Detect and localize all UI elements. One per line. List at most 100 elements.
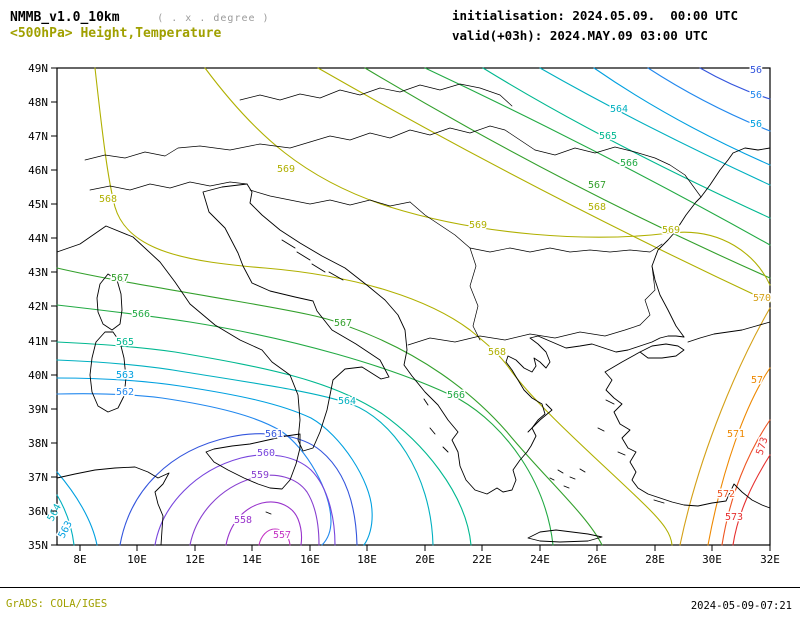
contour-label: 573 [755,436,771,457]
coastline-corsica [96,273,123,331]
contour-label: 568 [488,347,506,358]
lat-label: 44N [28,232,48,245]
coastline-turkey-north [687,321,771,343]
lat-label: 46N [28,164,48,177]
border-path [84,141,311,161]
contour-line [258,528,291,546]
border-path [407,324,641,346]
contour-line [56,377,373,546]
map-frame [56,67,771,546]
contour-label: 57 [751,375,763,386]
contour-line [699,67,771,100]
lat-label: 36N [28,505,48,518]
contour-label: 566 [447,390,465,401]
plot-timestamp: 2024-05-09-07:21 [690,600,792,612]
contour-label: 558 [234,515,252,526]
contour-label: 56 [750,65,762,76]
contour-label: 565 [116,337,134,348]
contour-label: 567 [111,273,129,284]
footer-divider [0,587,800,588]
contour-label: 562 [116,387,134,398]
contour-line [424,67,771,246]
coastline-euboea [527,403,553,433]
contour-label: 564 [46,502,64,523]
contour-label: 571 [727,429,745,440]
lat-label: 40N [28,369,48,382]
coastline-turkey-west [604,351,771,509]
lon-label: 20E [415,553,435,566]
contour-line [119,433,358,546]
lon-label: 30E [702,553,722,566]
lon-label: 32E [760,553,780,566]
grads-credit: GrADS: COLA/IGES [6,598,108,610]
contour-label: 561 [265,429,283,440]
header-left: NMMB_v1.0_10km ( . x . degree ) [10,6,270,25]
lon-label: 8E [73,553,86,566]
contour-label: 568 [588,202,606,213]
lat-label: 43N [28,266,48,279]
coastline-sicily [205,433,301,490]
borders-layer [84,83,702,346]
contour-label: 566 [132,309,150,320]
border-path [534,146,702,198]
lat-label: 35N [28,539,48,552]
contour-label: 560 [257,448,275,459]
lon-label: 26E [587,553,607,566]
valid-time: valid(+03h): 2024.MAY.09 03:00 UTC [452,28,708,43]
lon-label: 10E [127,553,147,566]
contour-line [482,67,771,219]
contour-label: 567 [334,318,352,329]
border-path [469,247,481,341]
coastline-italy [56,183,390,452]
contour-label: 569 [469,220,487,231]
contour-line [647,67,771,132]
border-path [249,189,411,207]
contour-label: 56 [750,90,762,101]
contour-label: 563 [116,370,134,381]
contour-label: 572 [717,489,735,500]
contour-label: 568 [99,194,117,205]
coastline-blacksea-west [651,147,771,338]
lat-label: 37N [28,471,48,484]
init-time: initialisation: 2024.05.09. 00:00 UTC [452,8,738,23]
contour-line [56,267,603,546]
border-path [239,83,513,107]
lat-label: 42N [28,300,48,313]
contour-label: 566 [620,158,638,169]
contour-label: 563 [57,519,75,540]
coastline-marmara [639,343,685,359]
lat-label: 38N [28,437,48,450]
contour-line [364,67,771,279]
coastline-crete [527,529,603,543]
lat-label: 49N [28,62,48,75]
lon-label: 24E [530,553,550,566]
model-name: NMMB_v1.0_10km [10,10,120,25]
contour-line [593,67,771,166]
contour-line [204,67,771,286]
lon-label: 22E [472,553,492,566]
field-title: <500hPa> Height,Temperature [10,26,222,41]
contour-line [56,304,554,546]
contour-label: 557 [273,530,291,541]
coastline-balkans-greece [246,183,685,495]
contour-line [56,341,472,546]
lon-label: 14E [242,553,262,566]
grid-resolution-note: ( . x . degree ) [157,13,270,24]
contour-line [539,67,771,186]
contour-label: 567 [588,180,606,191]
contour-line [56,359,434,546]
border-path [89,181,248,191]
axis-layer: 49N 48N 47N 46N 45N 44N 43N 42N 41N 40N 39N 38N 37N 3… [28,62,780,566]
lon-label: 16E [300,553,320,566]
contour-label: 573 [725,512,743,523]
contour-line [189,474,320,546]
border-path [639,265,656,326]
contour-line [732,454,771,546]
contour-line [56,393,332,546]
contour-line [56,494,75,546]
lat-label: 45N [28,198,48,211]
contours-layer [56,67,771,546]
coastline-sardinia [89,331,127,413]
